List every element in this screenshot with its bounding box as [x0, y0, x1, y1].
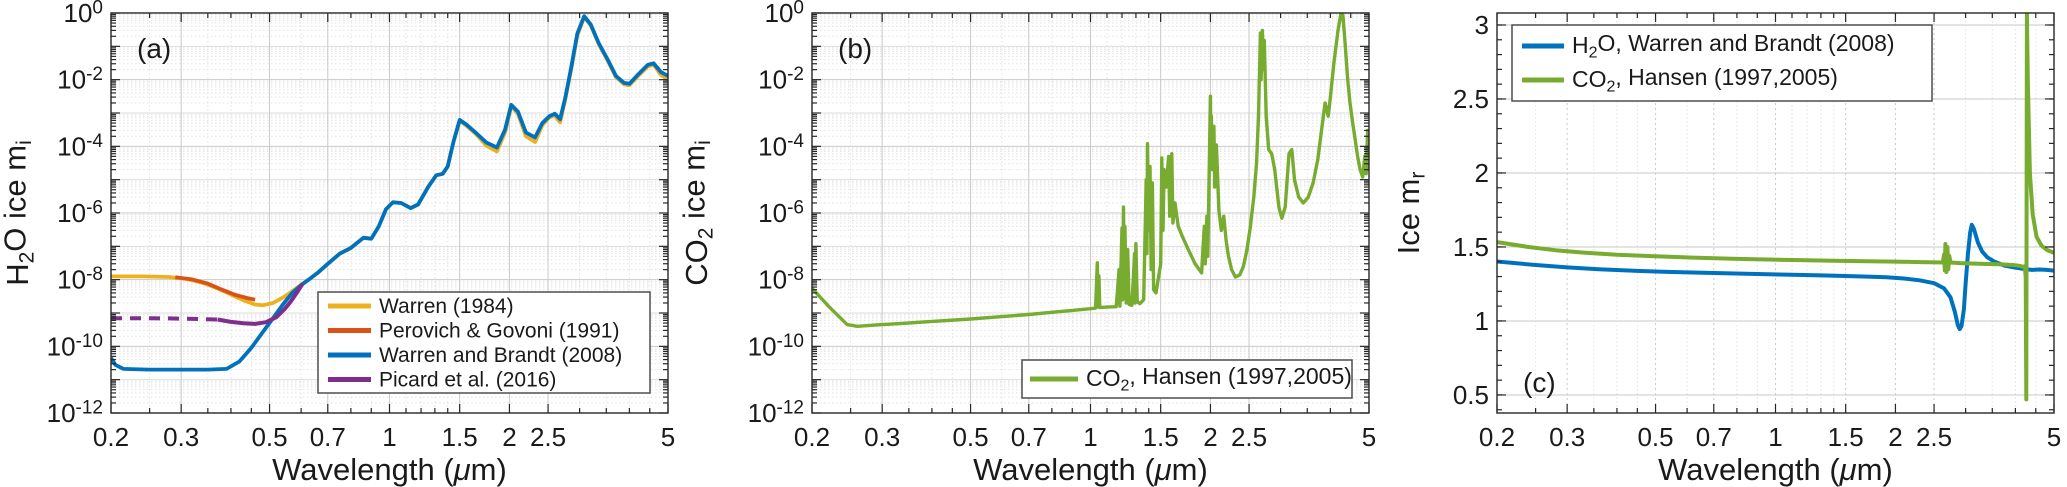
legend-label-warren-1984: Warren (1984) — [379, 295, 514, 318]
legend-entry-co2-mr-hansen: CO2​, Hansen (1997,2005) — [1522, 64, 1838, 95]
y-tick-label: 100 — [64, 0, 104, 28]
panel-c: 0.2 0.3 0.5 0.7 1 1.5 2 2.5 5 0.5 1 1.5 2 2.5 3 Wavelen… — [1391, 10, 2061, 487]
legend-b: CO2​, Hansen (1997,2005) — [1021, 359, 1353, 399]
x-tick-label: 0.3 — [163, 422, 199, 452]
y-tick-label: 10-6 — [758, 197, 804, 228]
y-tick-label: 10-4 — [57, 131, 103, 162]
legend-label-co2-hansen: CO2​, Hansen (1997,2005) — [1086, 363, 1352, 394]
y-tick-label: 3 — [1475, 10, 1489, 40]
x-axis-label: Wavelength (μm) — [272, 452, 507, 487]
x-axis-label: Wavelength (μm) — [973, 452, 1208, 487]
y-tick-label: 1.5 — [1453, 232, 1489, 262]
legend-label-picard-2016: Picard et al. (2016) — [379, 369, 556, 392]
x-tick-label: 2.5 — [1916, 422, 1952, 452]
x-tick-label: 1 — [1768, 422, 1782, 452]
legend-entry-perovich-govoni-1991: Perovich & Govoni (1991) — [328, 320, 619, 343]
y-tick-label: 10-12 — [47, 397, 103, 428]
tick-marks — [811, 12, 1370, 414]
tick-marks — [1496, 13, 2055, 413]
x-tick-label: 0.5 — [1637, 422, 1673, 452]
x-tick-label: 2 — [502, 422, 516, 452]
legend-box — [1511, 24, 1933, 102]
y-tick-label: 10-4 — [758, 131, 804, 162]
x-tick-label: 0.5 — [251, 422, 287, 452]
series-perovich-govoni-1991-line — [175, 275, 256, 302]
legend-box — [317, 291, 651, 394]
series-group-b — [812, 13, 1369, 328]
y-tick-label: 0.5 — [1453, 380, 1489, 410]
panel-b: 0.2 0.3 0.5 0.7 1 1.5 2 2.5 5 100 10-2 10-4 10-6 10-8… — [676, 0, 1376, 487]
x-tick-label: 0.5 — [952, 422, 988, 452]
series-group-c — [1497, 13, 2054, 402]
legend-entry-warren-brandt-2008: Warren and Brandt (2008) — [328, 344, 622, 367]
panel-letter-a: (a) — [137, 33, 171, 64]
y-tick-label: 10-8 — [57, 264, 103, 295]
series-picard-2016-line — [217, 282, 305, 326]
x-tick-label: 2 — [1203, 422, 1217, 452]
x-tick-label: 1.5 — [1828, 422, 1864, 452]
legend-label-perovich-govoni-1991: Perovich & Govoni (1991) — [379, 320, 619, 343]
y-axis-label: H2​O ice mi​ — [0, 140, 39, 286]
x-tick-label: 1.5 — [1143, 422, 1179, 452]
x-tick-label: 1 — [382, 422, 396, 452]
x-tick-label: 0.7 — [1696, 422, 1732, 452]
legend-entry-warren-1984: Warren (1984) — [328, 295, 514, 318]
y-axis-label: CO2​ ice mi​ — [676, 140, 717, 286]
y-tick-label: 10-2 — [57, 64, 103, 95]
x-tick-label: 1 — [1083, 422, 1097, 452]
tick-labels: 0.2 0.3 0.5 0.7 1 1.5 2 2.5 5 100 10-2 10-4 10-6 10-8… — [748, 0, 1377, 452]
y-tick-label: 10-2 — [758, 64, 804, 95]
x-tick-label: 0.2 — [794, 422, 830, 452]
x-tick-label: 0.3 — [1549, 422, 1585, 452]
grid-b — [811, 12, 1370, 414]
x-tick-label: 2.5 — [530, 422, 566, 452]
tick-labels: 0.2 0.3 0.5 0.7 1 1.5 2 2.5 5 100 10-2 10-4 10-6 10-8… — [47, 0, 676, 452]
x-tick-label: 2.5 — [1231, 422, 1267, 452]
x-tick-label: 5 — [661, 422, 675, 452]
legend-label-warren-brandt-2008: Warren and Brandt (2008) — [379, 344, 622, 367]
y-tick-label: 1 — [1475, 306, 1489, 336]
series-picard-2016-dashed-line — [111, 316, 218, 322]
panel-letter-b: (b) — [838, 33, 872, 64]
x-tick-label: 0.2 — [1479, 422, 1515, 452]
y-tick-label: 10-12 — [748, 397, 804, 428]
y-tick-label: 10-10 — [748, 331, 804, 362]
y-tick-label: 10-10 — [47, 331, 103, 362]
panel-letter-c: (c) — [1523, 367, 1556, 398]
series-co2-mr-hansen-line — [1497, 13, 2054, 402]
legend-label-h2o-mr-warren-brandt: H2​O, Warren and Brandt (2008) — [1572, 30, 1895, 61]
legend-entry-h2o-mr-warren-brandt: H2​O, Warren and Brandt (2008) — [1522, 30, 1895, 61]
x-tick-label: 0.2 — [93, 422, 129, 452]
series-group-a — [111, 14, 668, 372]
x-axis-label: Wavelength (μm) — [1658, 452, 1893, 487]
x-tick-label: 5 — [2047, 422, 2061, 452]
x-tick-label: 1.5 — [442, 422, 478, 452]
series-co2-hansen-line — [812, 13, 1369, 328]
legend-entry-co2-hansen: CO2​, Hansen (1997,2005) — [1030, 363, 1352, 394]
x-tick-label: 0.7 — [1011, 422, 1047, 452]
x-tick-label: 0.3 — [864, 422, 900, 452]
x-tick-label: 5 — [1362, 422, 1376, 452]
y-tick-label: 2.5 — [1453, 84, 1489, 114]
x-tick-label: 2 — [1888, 422, 1902, 452]
tick-marks — [110, 12, 669, 414]
legend-a: Warren (1984)Perovich & Govoni (1991)War… — [317, 291, 651, 394]
y-tick-label: 2 — [1475, 158, 1489, 188]
y-tick-label: 10-6 — [57, 197, 103, 228]
y-axis-label: Ice mr​ — [1391, 172, 1430, 255]
y-tick-label: 10-8 — [758, 264, 804, 295]
y-tick-label: 100 — [765, 0, 805, 28]
legend-label-co2-mr-hansen: CO2​, Hansen (1997,2005) — [1572, 64, 1838, 95]
legend-entry-picard-2016: Picard et al. (2016) — [328, 369, 556, 392]
legend-c: H2​O, Warren and Brandt (2008)CO2​, Hans… — [1511, 24, 1933, 102]
panel-a: 0.2 0.3 0.5 0.7 1 1.5 2 2.5 5 100 10-2 10-4 10-6 10-8… — [0, 0, 675, 487]
tick-labels: 0.2 0.3 0.5 0.7 1 1.5 2 2.5 5 0.5 1 1.5 2 2.5 3 — [1453, 10, 2061, 452]
x-tick-label: 0.7 — [310, 422, 346, 452]
